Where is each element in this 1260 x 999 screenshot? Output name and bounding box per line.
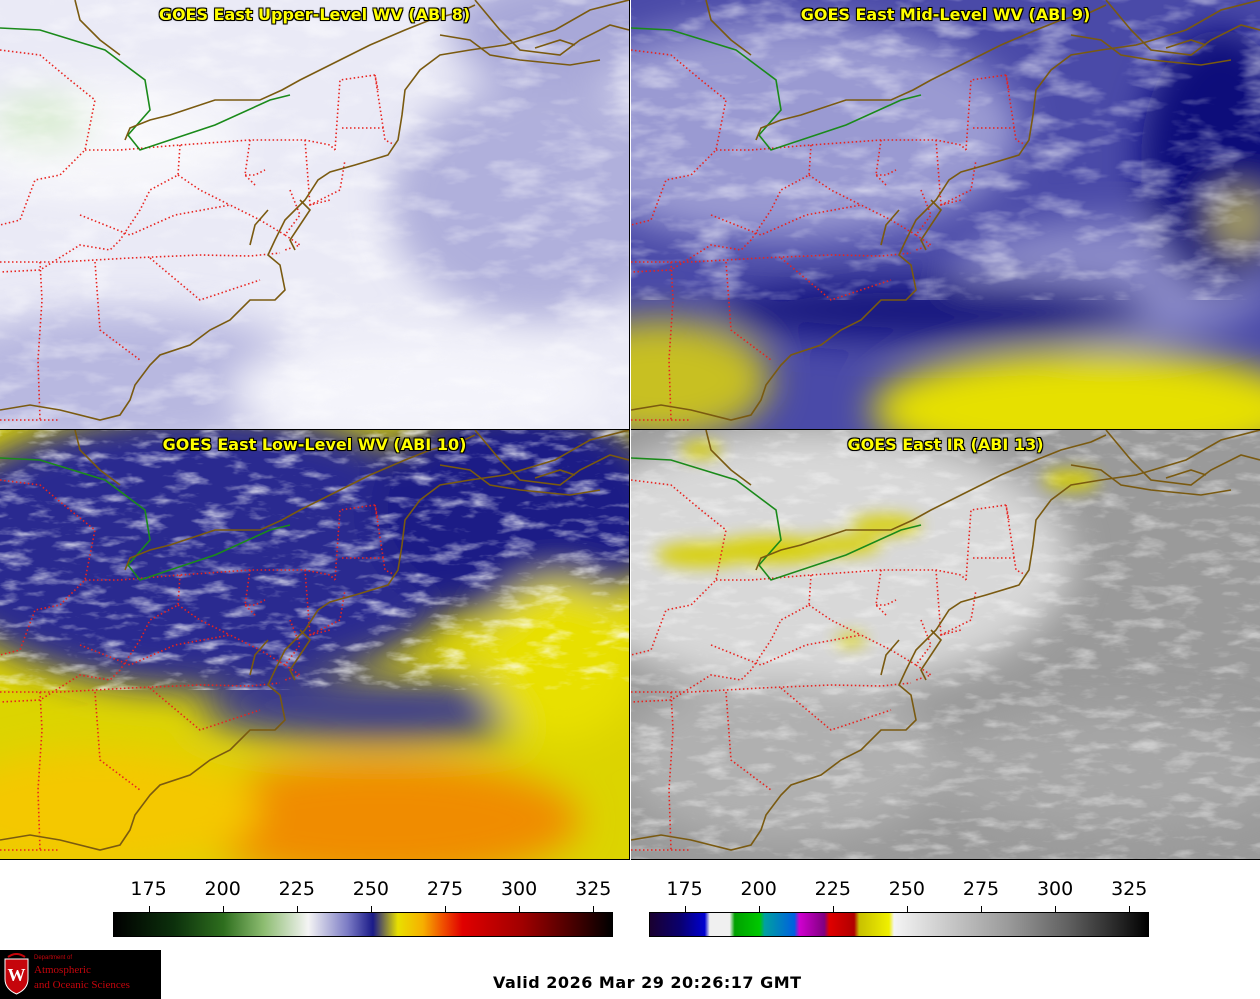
ir-tick-label: 225 (814, 878, 851, 900)
ir-tick-mark (1055, 906, 1057, 913)
upper-level-wv-panel: GOES East Upper-Level WV (ABI 8) (0, 0, 630, 430)
low-level-wv-map (0, 430, 629, 859)
upper-level-wv-title: GOES East Upper-Level WV (ABI 8) (158, 5, 471, 24)
ir-panel: GOES East IR (ABI 13) (631, 430, 1260, 860)
wv-tick-label: 250 (352, 878, 390, 900)
wv-colorbar-ticks: 175 200 225 250 275 300 325 (113, 878, 611, 918)
ir-tick-label: 250 (888, 878, 926, 900)
ir-tick-label: 325 (1111, 878, 1148, 900)
wv-tick-label: 325 (575, 878, 612, 900)
aos-logo: W Department of Atmospheric and Oceanic … (0, 950, 161, 999)
ir-tick-mark (684, 906, 686, 913)
wv-tick-mark (519, 906, 521, 913)
uw-crest-icon: W (4, 953, 29, 995)
ir-tick-mark (906, 906, 908, 913)
wv-tick-mark (593, 906, 595, 913)
low-level-wv-panel: GOES East Low-Level WV (ABI 10) (0, 430, 630, 860)
ir-tick-mark (758, 906, 760, 913)
ir-colorbar-ticks: 175 200 225 250 275 300 325 (649, 878, 1147, 918)
wv-tick-label: 175 (130, 878, 167, 900)
ir-tick-mark (832, 906, 834, 913)
wv-tick-mark (370, 906, 372, 913)
ir-tick-mark (1129, 906, 1131, 913)
ir-tick-label: 175 (666, 878, 703, 900)
mid-level-wv-title: GOES East Mid-Level WV (ABI 9) (800, 5, 1091, 24)
logo-line-3: and Oceanic Sciences (34, 979, 130, 991)
wv-tick-label: 300 (500, 878, 538, 900)
logo-line-2: Atmospheric (34, 964, 91, 976)
ir-colorbar (649, 912, 1149, 937)
ir-tick-label: 300 (1036, 878, 1074, 900)
wv-tick-mark (445, 906, 446, 913)
low-level-wv-title: GOES East Low-Level WV (ABI 10) (162, 435, 467, 454)
seal-letter: W (8, 965, 26, 985)
mid-level-wv-panel: GOES East Mid-Level WV (ABI 9) (631, 0, 1260, 430)
wv-tick-label: 200 (204, 878, 241, 900)
ir-tick-mark (981, 906, 982, 913)
wv-tick-mark (148, 906, 150, 913)
ir-tick-label: 200 (740, 878, 777, 900)
ir-title: GOES East IR (ABI 13) (847, 435, 1044, 454)
wv-colorbar (113, 912, 613, 937)
wv-tick-label: 225 (278, 878, 315, 900)
upper-level-wv-map (0, 0, 629, 429)
wv-tick-mark (222, 906, 224, 913)
logo-line-1: Department of (34, 955, 73, 961)
ir-map (631, 430, 1260, 859)
ir-tick-label: 275 (962, 878, 1000, 900)
wv-tick-label: 275 (426, 878, 464, 900)
valid-time: Valid 2026 Mar 29 20:26:17 GMT (493, 973, 802, 992)
wv-tick-mark (296, 906, 298, 913)
mid-level-wv-map (631, 0, 1260, 429)
